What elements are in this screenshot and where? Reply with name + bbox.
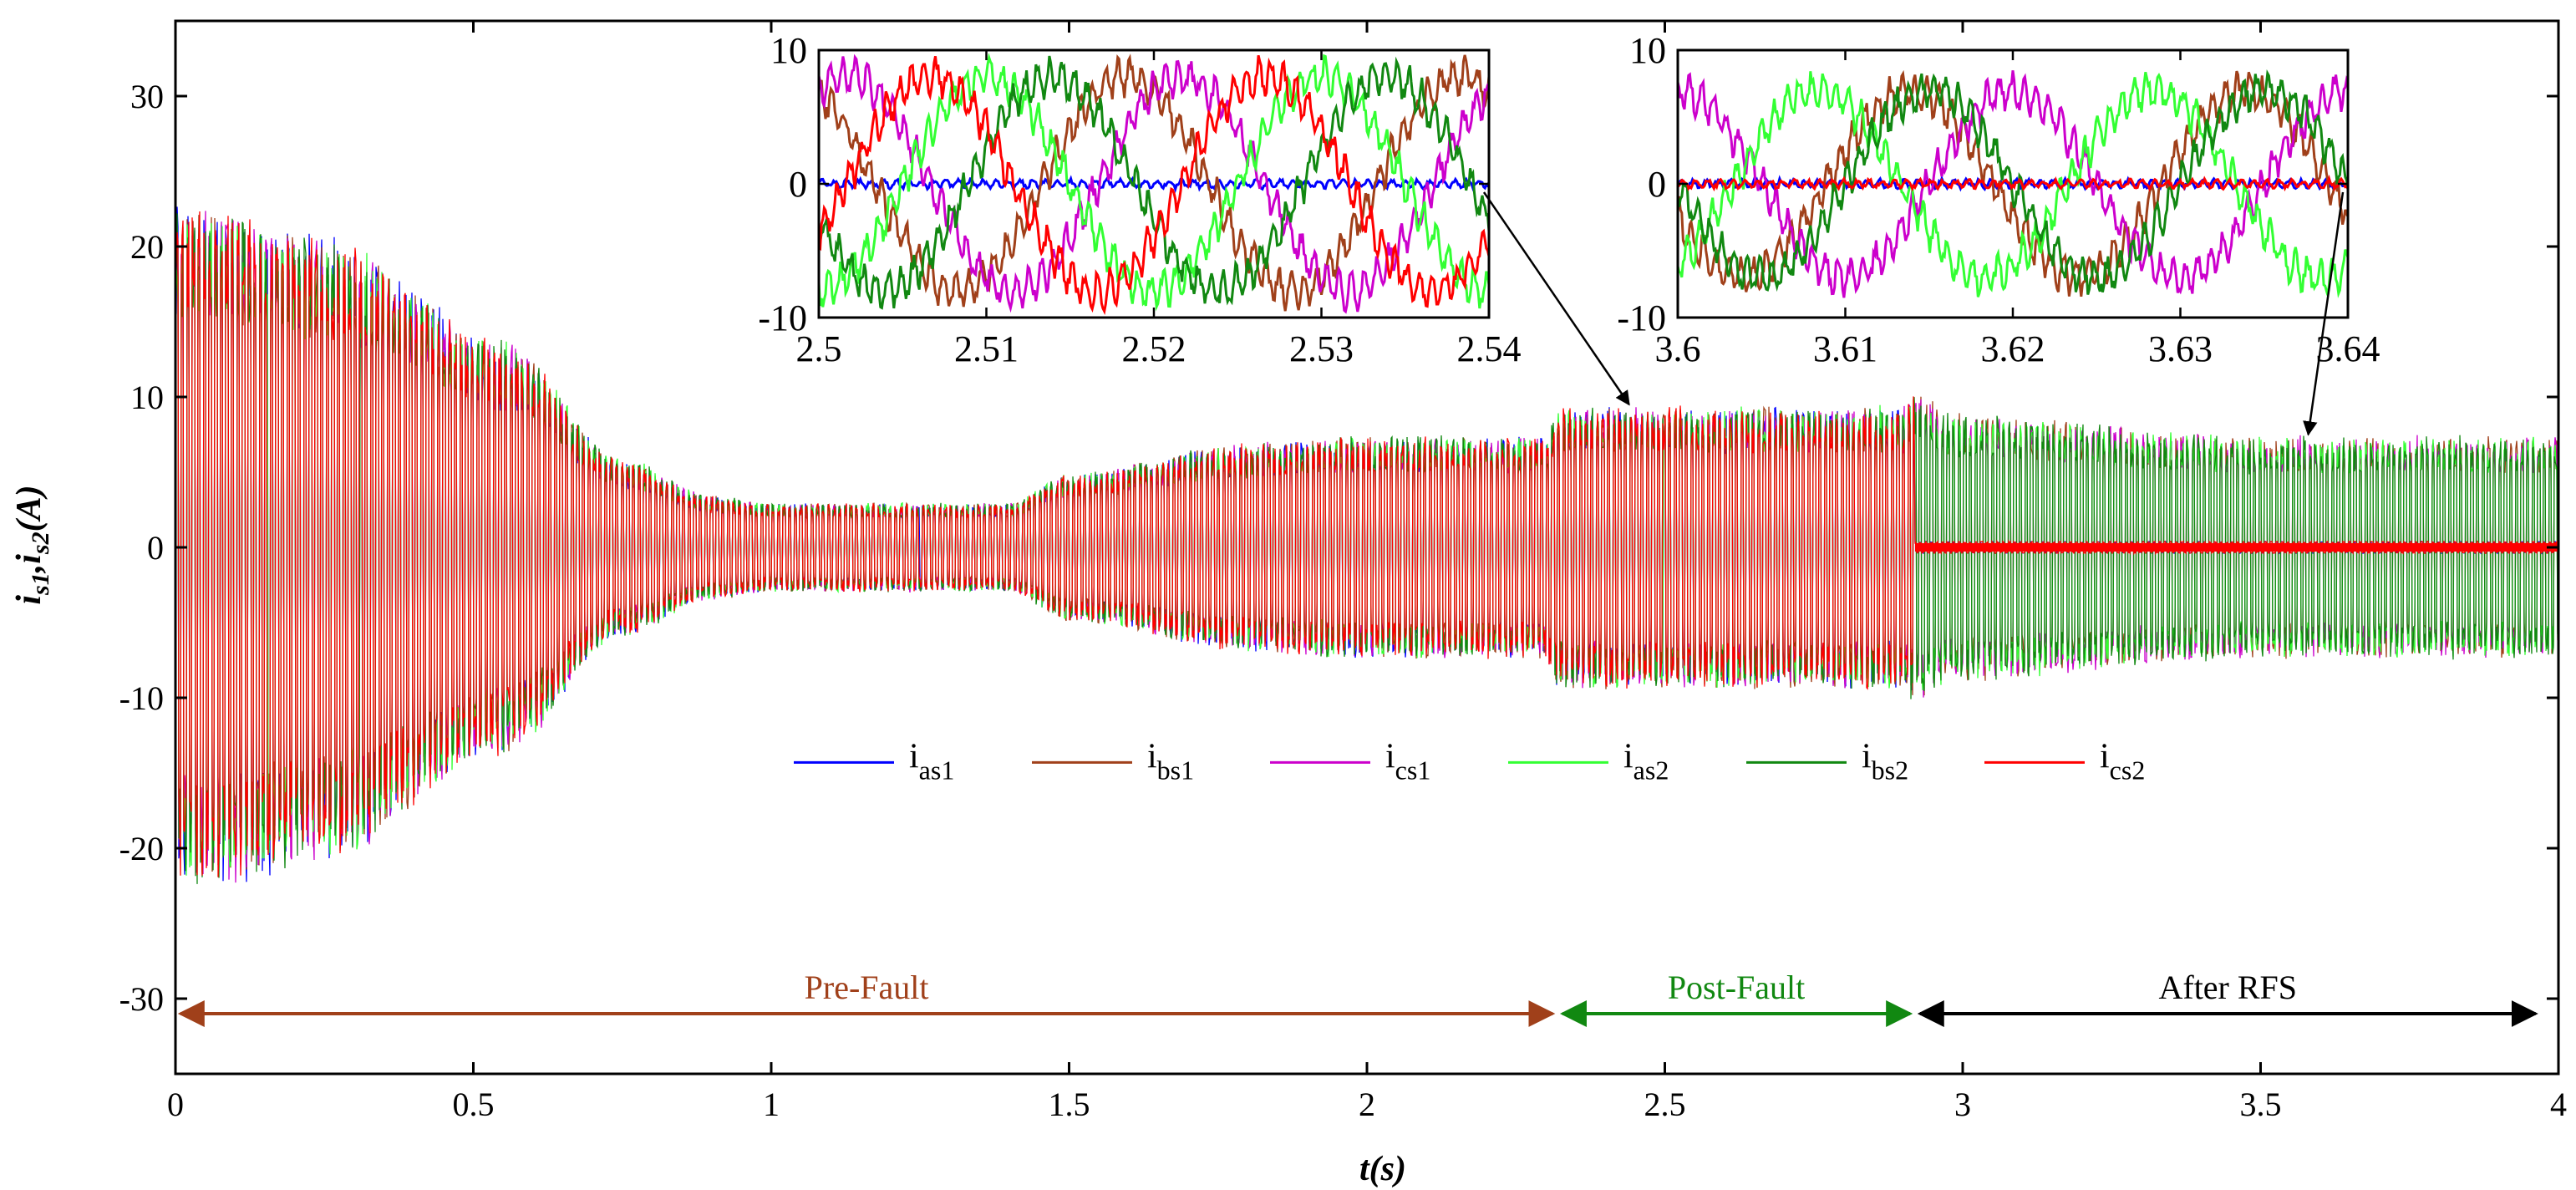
inset-x-tick-label: 3.61 — [1813, 328, 1877, 369]
main-plot: Pre-Fault Post-Fault After RFS 0 0.5 1 1.5 2 2.… — [10, 19, 2567, 1188]
y-label-sub-s1: s1 — [27, 572, 54, 596]
inset-series-ibs2 — [1676, 69, 2350, 295]
region-annotations: Pre-Fault Post-Fault After RFS — [177, 969, 2538, 1027]
inset-series-ias2 — [817, 53, 1491, 312]
inset-x-tick-label: 2.5 — [796, 328, 842, 369]
y-label-unit: (A) — [10, 485, 48, 531]
x-tick-label: 3 — [1954, 1086, 1971, 1123]
y-tick-label: -30 — [119, 980, 164, 1018]
legend-label-ics2: ics2 — [2100, 737, 2145, 785]
x-tick-label: 0 — [167, 1086, 184, 1123]
inset-x-tick-label: 2.52 — [1122, 328, 1186, 369]
x-tick-label: 0.5 — [453, 1086, 495, 1123]
x-tick-label: 3.5 — [2240, 1086, 2282, 1123]
inset-series-ibs2 — [817, 55, 1491, 310]
region-label: Post-Fault — [1668, 969, 1805, 1006]
inset-x-tick-label: 3.6 — [1655, 328, 1701, 369]
inset-series-ics1 — [817, 53, 1491, 314]
inset-y-tick-label: -10 — [1617, 298, 1666, 338]
y-tick-label: 20 — [130, 228, 164, 266]
legend-label-ics1: ics1 — [1385, 737, 1430, 785]
inset-series-ics1 — [1676, 70, 2350, 298]
inset-y-tick-label: 0 — [1648, 164, 1666, 205]
y-tick-label: 0 — [147, 529, 164, 567]
x-axis-label: t(s) — [1359, 1150, 1406, 1188]
x-tick-label: 1.5 — [1049, 1086, 1090, 1123]
legend-label-ias1: ias1 — [909, 737, 954, 785]
inset-series-ibs1 — [1676, 69, 2350, 297]
inset-y-tick-label: 10 — [770, 30, 807, 71]
x-tick-label: 2 — [1359, 1086, 1375, 1123]
y-axis-ticks: -30 -20 -10 0 10 20 30 — [119, 78, 2558, 1018]
y-label-sep: , — [10, 564, 48, 574]
y-axis-label: is1,is2(A) — [10, 485, 54, 604]
inset-y-tick-label: 10 — [1629, 30, 1666, 71]
inset-pointer-arrow — [1482, 191, 1630, 406]
y-label-i2: i — [10, 554, 48, 564]
inset-plot-after-rfs: 3.6 3.61 3.62 3.63 3.64 -10 0 10 — [1617, 30, 2380, 369]
inset-plot-post-fault: 2.5 2.51 2.52 2.53 2.54 -10 0 10 — [758, 30, 1521, 369]
inset-x-tick-label: 3.63 — [2148, 328, 2213, 369]
inset-y-tick-label: 0 — [789, 164, 807, 205]
legend-label-ias2: ias2 — [1623, 737, 1669, 785]
series-ibs2-trace — [175, 213, 2559, 884]
legend-label-ibs1: ibs1 — [1147, 737, 1194, 785]
region-label: After RFS — [2158, 969, 2297, 1006]
y-tick-label: 10 — [130, 379, 164, 416]
x-axis-ticks: 0 0.5 1 1.5 2 2.5 3 3.5 4 — [167, 21, 2567, 1123]
y-tick-label: -20 — [119, 830, 164, 867]
inset-pointer-arrow — [2303, 191, 2345, 436]
inset-series-ias1 — [818, 175, 1491, 194]
x-tick-label: 4 — [2550, 1086, 2567, 1123]
inset-y-tick-label: -10 — [758, 298, 807, 338]
inset-series-ics2 — [817, 54, 1491, 315]
legend-label-ibs2: ibs2 — [1862, 737, 1908, 785]
y-tick-label: -10 — [119, 679, 164, 717]
inset-x-tick-label: 2.54 — [1457, 328, 1522, 369]
inset-x-tick-label: 2.51 — [954, 328, 1019, 369]
y-label-sub-s2: s2 — [27, 531, 54, 555]
inset-pointers — [1482, 191, 2345, 436]
y-label-i1: i — [10, 595, 48, 605]
inset-x-tick-label: 3.62 — [1981, 328, 2045, 369]
y-tick-label: 30 — [130, 78, 164, 115]
inset-x-tick-label: 2.53 — [1289, 328, 1354, 369]
x-tick-label: 2.5 — [1644, 1086, 1686, 1123]
inset-x-tick-label: 3.64 — [2316, 328, 2380, 369]
legend: ias1 ibs1 ics1 ias2 ibs2 ics2 — [794, 737, 2145, 785]
inset-series-ics2 — [1676, 174, 2350, 192]
region-label: Pre-Fault — [805, 969, 929, 1006]
main-data-area — [175, 206, 2559, 884]
x-tick-label: 1 — [763, 1086, 780, 1123]
